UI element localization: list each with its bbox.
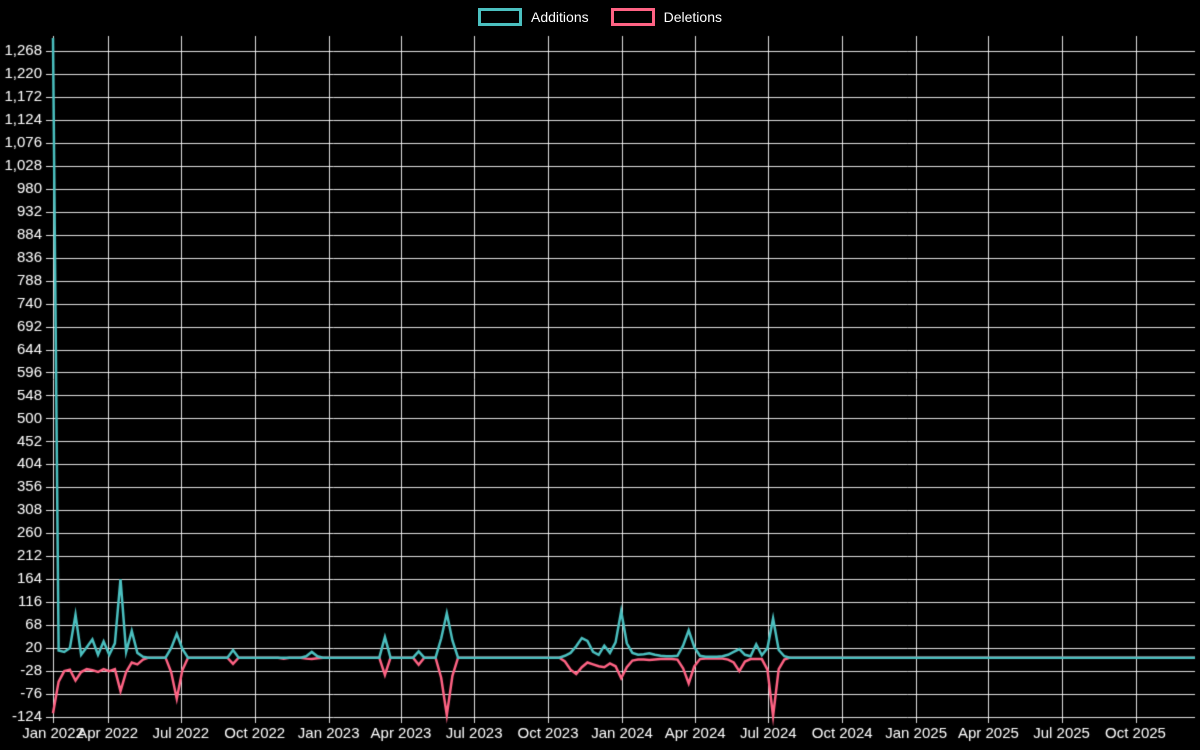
legend-label-deletions: Deletions [663, 9, 722, 25]
chart-legend: Additions Deletions [0, 8, 1200, 26]
legend-item-deletions[interactable]: Deletions [610, 8, 722, 26]
legend-item-additions[interactable]: Additions [478, 8, 589, 26]
deletions-swatch-icon [610, 8, 655, 26]
legend-label-additions: Additions [531, 9, 589, 25]
additions-swatch-icon [478, 8, 523, 26]
